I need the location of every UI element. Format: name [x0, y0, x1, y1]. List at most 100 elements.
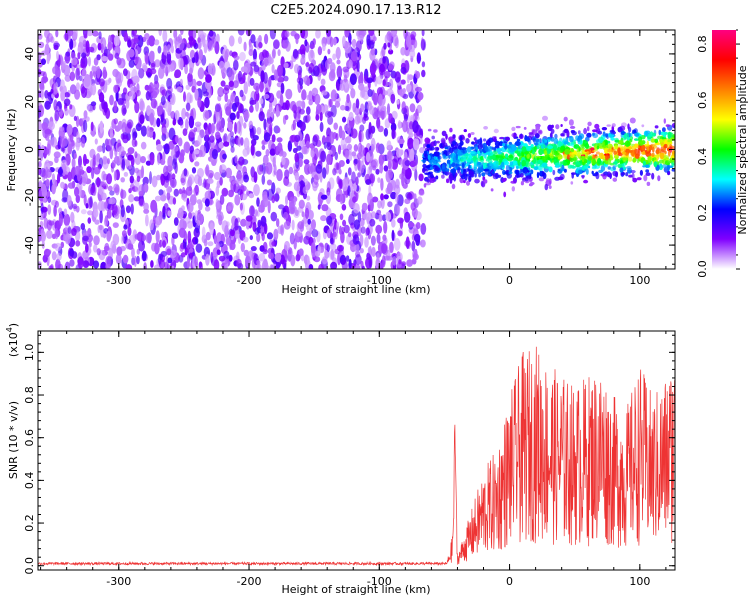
noise-cell — [162, 151, 166, 162]
noise-cell — [264, 33, 269, 45]
noise-cell — [387, 161, 392, 170]
noise-cell — [52, 66, 58, 75]
noise-cell — [386, 103, 391, 116]
noise-cell — [352, 196, 357, 203]
noise-cell — [64, 108, 69, 116]
noise-cell — [93, 57, 99, 66]
noise-cell — [295, 36, 299, 45]
signal-cell — [619, 160, 624, 165]
noise-cell — [265, 121, 273, 129]
signal-cell — [646, 181, 651, 186]
noise-cell — [381, 154, 386, 163]
noise-cell — [211, 148, 218, 160]
noise-cell — [162, 144, 170, 150]
signal-cell — [591, 166, 597, 170]
noise-cell — [340, 104, 346, 111]
x-tick-label: -200 — [237, 274, 262, 287]
noise-cell — [93, 235, 100, 246]
noise-cell — [379, 262, 383, 269]
noise-cell — [388, 49, 394, 55]
signal-cell — [609, 172, 612, 179]
signal-cell — [516, 138, 521, 142]
noise-cell — [353, 264, 361, 269]
noise-cell — [379, 162, 384, 174]
noise-cell — [349, 73, 357, 85]
noise-cell — [249, 205, 255, 217]
noise-cell — [120, 188, 124, 200]
noise-cell — [64, 92, 70, 98]
signal-cell — [663, 155, 670, 160]
noise-cell — [67, 182, 75, 189]
noise-cell — [403, 113, 408, 122]
signal-cell — [619, 146, 625, 153]
noise-cell — [98, 224, 103, 231]
signal-cell — [511, 144, 517, 152]
noise-cell — [390, 191, 397, 200]
signal-cell — [539, 170, 543, 177]
noise-cell — [54, 227, 59, 240]
signal-cell — [446, 178, 450, 184]
noise-cell — [109, 190, 115, 196]
signal-cell — [509, 161, 514, 166]
noise-cell — [397, 120, 402, 130]
colorbar-gradient — [712, 30, 736, 269]
noise-cell — [234, 194, 241, 206]
noise-cell — [345, 149, 349, 160]
signal-cell — [579, 139, 583, 145]
noise-cell — [114, 52, 120, 60]
noise-cell — [44, 43, 50, 56]
noise-cell — [314, 93, 321, 105]
noise-cell — [224, 92, 228, 103]
noise-cell — [187, 257, 190, 269]
noise-cell — [99, 210, 103, 224]
signal-cell — [487, 151, 491, 156]
signal-cell — [468, 170, 475, 176]
signal-cell — [563, 168, 567, 173]
noise-cell — [149, 50, 155, 63]
noise-cell — [393, 238, 401, 251]
noise-cell — [320, 215, 327, 222]
noise-cell — [308, 264, 314, 269]
y-tick-label: 0.2 — [23, 514, 36, 532]
noise-cell — [358, 160, 365, 174]
signal-cell — [533, 142, 539, 146]
noise-cell — [256, 233, 261, 243]
noise-cell — [240, 193, 248, 201]
noise-cell — [187, 230, 192, 244]
noise-cell — [415, 86, 422, 93]
signal-cell — [445, 168, 450, 172]
signal-cell — [515, 169, 519, 176]
noise-cell — [285, 195, 288, 206]
colorbar-tick-label: 0.0 — [696, 260, 709, 278]
signal-cell — [552, 169, 556, 176]
signal-cell — [510, 180, 516, 184]
noise-cell — [180, 252, 186, 258]
signal-cell — [448, 136, 454, 142]
noise-cell — [53, 151, 61, 159]
noise-cell — [402, 93, 409, 100]
noise-cell — [43, 217, 49, 229]
noise-cell — [384, 34, 390, 44]
signal-cell — [431, 135, 436, 140]
noise-cell — [64, 233, 71, 245]
signal-cell — [462, 169, 466, 176]
noise-cell — [329, 250, 336, 261]
noise-cell — [219, 176, 223, 186]
noise-cell — [171, 232, 179, 239]
noise-cell — [243, 41, 247, 52]
signal-cell — [557, 156, 562, 160]
noise-cell — [116, 57, 122, 66]
noise-cell — [324, 242, 329, 251]
noise-cell — [381, 255, 386, 268]
noise-cell — [361, 202, 368, 212]
noise-cell — [339, 83, 345, 91]
noise-cell — [266, 232, 274, 240]
noise-cell — [125, 264, 133, 269]
noise-cell — [184, 64, 189, 75]
noise-cell — [297, 221, 304, 230]
noise-cell — [204, 206, 211, 212]
noise-cell — [74, 89, 81, 100]
noise-cell — [207, 63, 213, 75]
noise-cell — [404, 198, 411, 205]
noise-cell — [343, 224, 350, 234]
